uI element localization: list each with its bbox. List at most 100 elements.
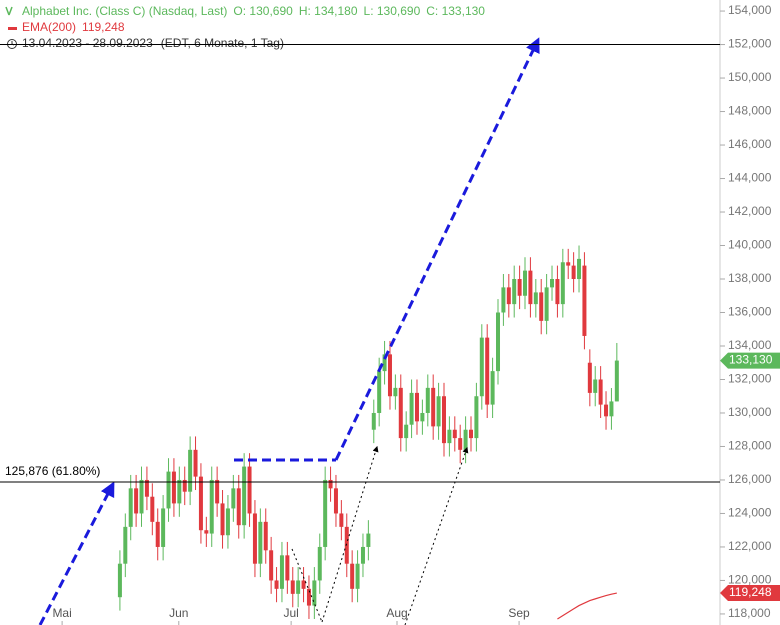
candle-body xyxy=(441,396,446,444)
y-tick-label: 134,000 xyxy=(728,338,772,352)
period: (EDT, 6 Monate, 1 Tag) xyxy=(161,36,284,50)
ohlc: C: 133,130 xyxy=(426,4,485,18)
candle-body xyxy=(614,360,619,402)
candle-body xyxy=(252,513,257,564)
candle-body xyxy=(479,337,484,397)
y-tick-label: 132,000 xyxy=(728,372,772,386)
candle-body xyxy=(182,479,187,492)
price-tag xyxy=(720,585,780,602)
candle-body xyxy=(312,580,317,606)
title: Alphabet Inc. (Class C) (Nasdaq, Last) xyxy=(22,4,227,18)
candle-body xyxy=(371,412,376,430)
candle-body xyxy=(269,550,274,581)
dotted-arrow xyxy=(321,445,379,623)
symbol-icon xyxy=(5,6,13,16)
candle-body xyxy=(398,387,403,439)
candle-body xyxy=(274,580,279,589)
y-tick-label: 136,000 xyxy=(728,305,772,319)
candle-body xyxy=(550,279,555,288)
candle-body xyxy=(468,429,473,439)
candle-body xyxy=(242,466,247,526)
ohlc: L: 130,690 xyxy=(364,4,421,18)
candle-body xyxy=(425,387,430,413)
candle-body xyxy=(296,580,301,594)
y-tick-label: 120,000 xyxy=(728,573,772,587)
candle-body xyxy=(209,479,214,534)
candle-body xyxy=(236,488,241,526)
price-tag-label: 133,130 xyxy=(729,353,773,367)
candle-body xyxy=(188,449,193,492)
candle-body xyxy=(517,279,522,296)
candle-body xyxy=(198,476,203,531)
candle-body xyxy=(144,479,149,497)
x-tick-label: Aug xyxy=(386,606,407,620)
candle-body xyxy=(290,580,295,594)
candle-body xyxy=(458,438,463,450)
annotations xyxy=(38,37,540,625)
legend-label: EMA(200) xyxy=(22,20,76,34)
trend-arrow xyxy=(334,37,540,461)
candle-body xyxy=(501,287,506,313)
candle-body xyxy=(506,287,511,305)
candle-body xyxy=(393,387,398,397)
ohlc: H: 134,180 xyxy=(299,4,358,18)
y-tick-label: 148,000 xyxy=(728,104,772,118)
y-tick-label: 140,000 xyxy=(728,238,772,252)
y-tick-label: 122,000 xyxy=(728,539,772,553)
candle-body xyxy=(301,580,306,589)
candle-body xyxy=(420,412,425,422)
candle-body xyxy=(582,265,587,336)
candle-body xyxy=(366,533,371,547)
level-label: 125,876 (61.80%) xyxy=(5,464,100,478)
y-tick-label: 128,000 xyxy=(728,439,772,453)
x-tick-label: Mai xyxy=(52,606,71,620)
candle-body xyxy=(134,488,139,514)
x-tick-label: Sep xyxy=(508,606,530,620)
candle-body xyxy=(204,530,209,534)
candle-body xyxy=(166,471,171,509)
y-tick-label: 146,000 xyxy=(728,137,772,151)
y-tick-label: 150,000 xyxy=(728,70,772,84)
candle-body xyxy=(220,503,225,536)
candle-body xyxy=(577,258,582,280)
candle-body xyxy=(431,387,436,427)
candle-body xyxy=(409,392,414,425)
candle-body xyxy=(231,488,236,509)
candle-body xyxy=(463,429,468,450)
header: Alphabet Inc. (Class C) (Nasdaq, Last) O:… xyxy=(5,4,485,50)
candle-body xyxy=(452,429,457,439)
candle-body xyxy=(263,521,268,551)
candle-body xyxy=(355,563,360,589)
candle-body xyxy=(490,371,495,405)
candle-body xyxy=(436,396,441,427)
candle-body xyxy=(587,362,592,393)
candle-body xyxy=(555,279,560,305)
candle-body xyxy=(604,404,609,417)
y-tick-label: 130,000 xyxy=(728,405,772,419)
candle-body xyxy=(474,396,479,439)
candle-body xyxy=(344,526,349,564)
y-tick-label: 142,000 xyxy=(728,204,772,218)
candle-body xyxy=(317,546,322,581)
x-tick-label: Jun xyxy=(169,606,188,620)
clock-icon xyxy=(7,39,17,49)
candle-body xyxy=(539,292,544,321)
candle-body xyxy=(485,337,490,405)
legend-value: 119,248 xyxy=(82,20,125,34)
candle-body xyxy=(139,479,144,514)
dotted-line xyxy=(291,548,323,623)
candle-body xyxy=(512,279,517,305)
date-range: 13.04.2023 - 28.09.2023 (EDT, 6 Monate, 1… xyxy=(22,36,284,50)
candle-body xyxy=(155,521,160,547)
range: 13.04.2023 - 28.09.2023 xyxy=(22,36,153,50)
candle-body xyxy=(225,508,230,536)
candle-body xyxy=(279,555,284,589)
candle-body xyxy=(328,479,333,489)
trend-arrow xyxy=(38,481,115,625)
candle-body xyxy=(544,287,549,321)
y-tick-label: 124,000 xyxy=(728,506,772,520)
candle-body xyxy=(150,496,155,522)
